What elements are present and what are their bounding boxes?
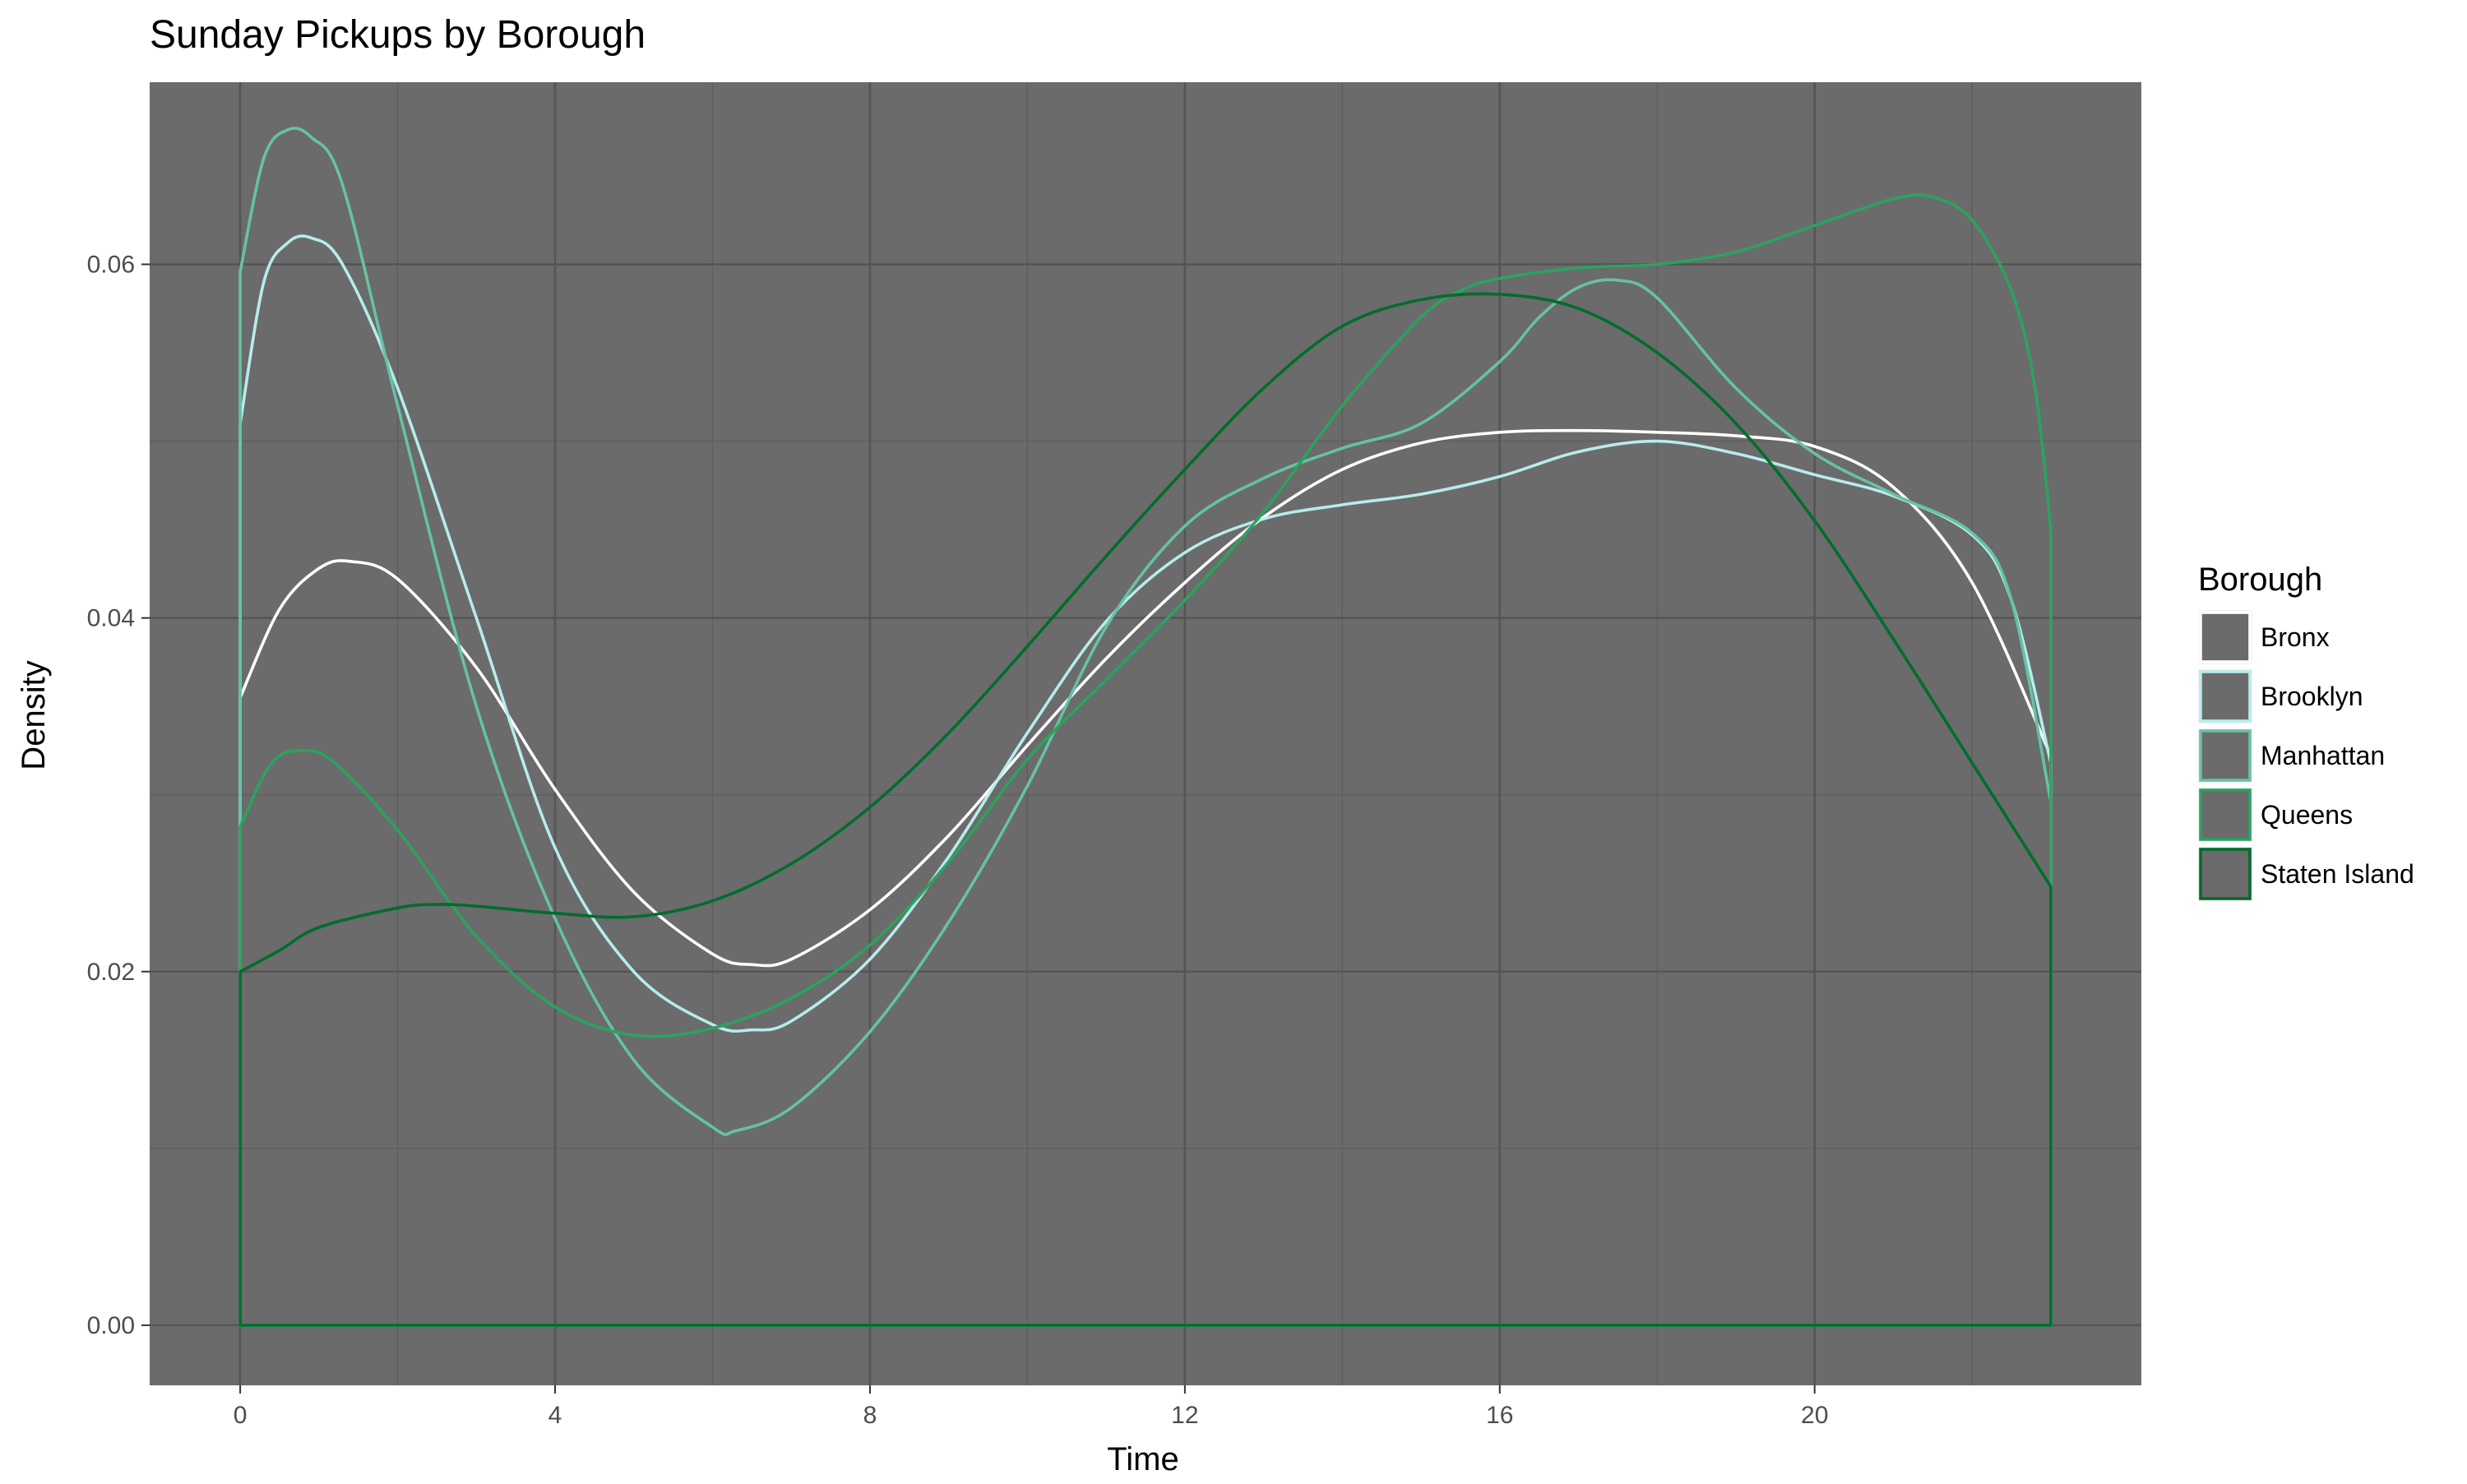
y-tick-label: 0.02 — [87, 959, 135, 986]
legend-swatch — [2199, 670, 2252, 723]
legend-swatch — [2199, 848, 2252, 900]
legend-label: Staten Island — [2261, 859, 2414, 889]
legend-swatch — [2199, 729, 2252, 782]
density-curve — [238, 292, 2053, 1327]
legend-label: Brooklyn — [2261, 682, 2363, 711]
x-axis-label: Time — [1107, 1441, 1178, 1477]
x-tick-label: 16 — [1486, 1402, 1513, 1429]
legend-swatch — [2199, 788, 2252, 841]
y-tick-label: 0.06 — [87, 252, 135, 279]
y-axis-label: Density — [16, 660, 52, 770]
legend-label: Manhattan — [2261, 741, 2385, 770]
legend-title: Borough — [2198, 562, 2322, 598]
density-curves — [238, 127, 2053, 1327]
density-curve — [238, 193, 2053, 1327]
x-tick-label: 20 — [1801, 1402, 1828, 1429]
x-axis: 0 4 8 12 16 20 — [234, 1385, 1828, 1429]
plot-panel — [150, 82, 2141, 1385]
x-tick-label: 0 — [234, 1402, 248, 1429]
y-tick-label: 0.00 — [87, 1312, 135, 1339]
y-axis: 0.00 0.02 0.04 0.06 — [87, 252, 150, 1339]
density-curve — [238, 127, 2053, 1327]
x-tick-label: 12 — [1171, 1402, 1198, 1429]
y-tick-label: 0.04 — [87, 605, 135, 632]
chart-title: Sunday Pickups by Borough — [150, 13, 646, 57]
x-tick-label: 8 — [863, 1402, 877, 1429]
legend-label: Queens — [2261, 800, 2353, 830]
legend-label: Bronx — [2261, 622, 2330, 652]
legend: Borough Bronx Brooklyn Manhattan Queens Stat… — [2198, 562, 2414, 901]
x-tick-label: 4 — [548, 1402, 562, 1429]
legend-swatch — [2199, 611, 2252, 663]
density-curve — [238, 234, 2053, 1327]
